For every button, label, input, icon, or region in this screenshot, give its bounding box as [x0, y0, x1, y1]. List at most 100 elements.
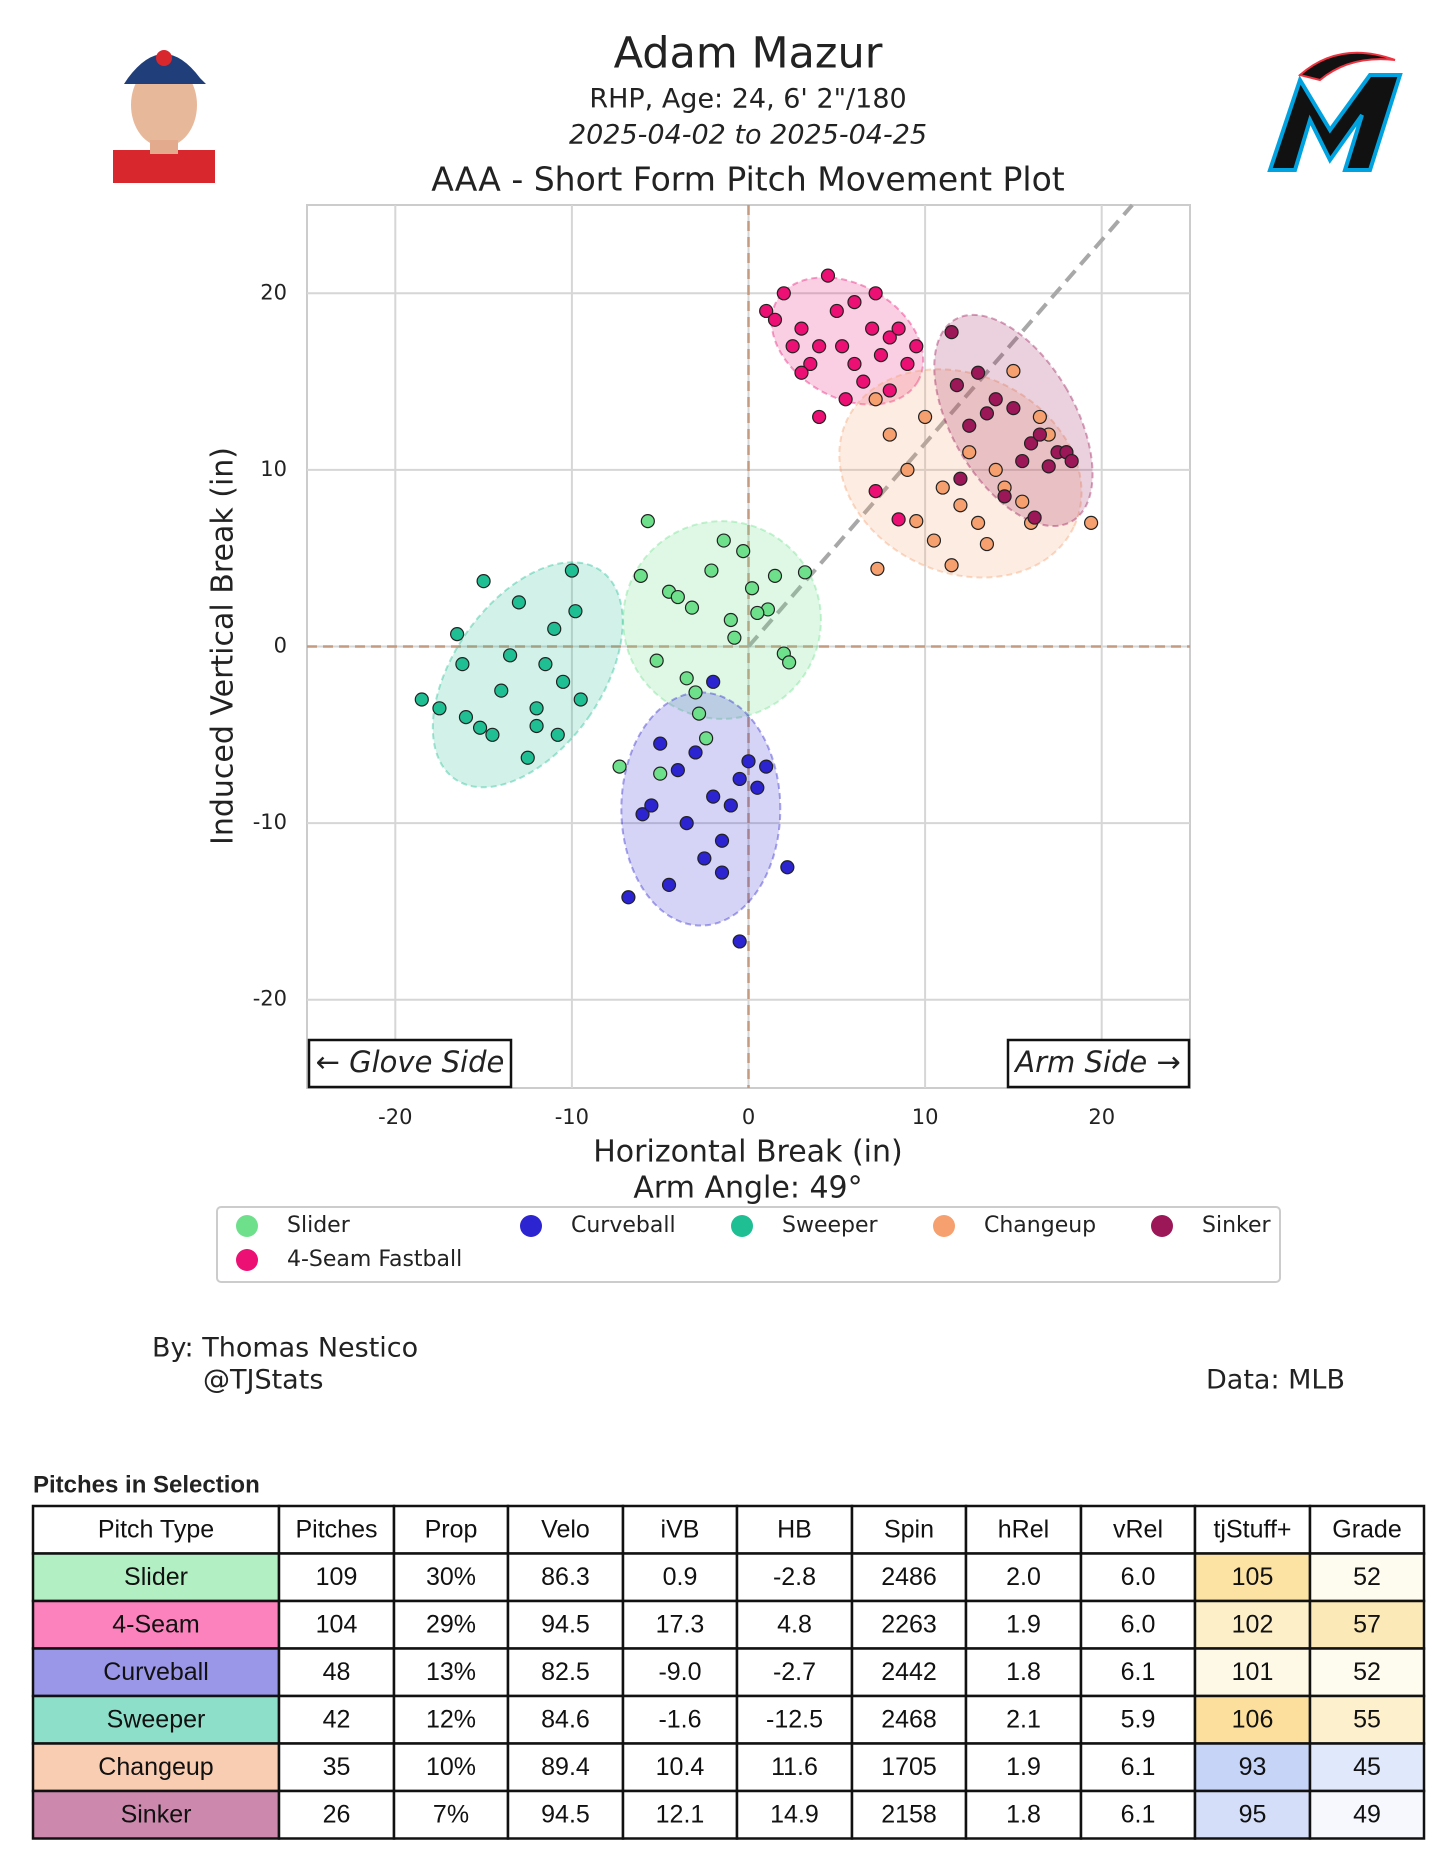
pitch-point — [716, 533, 731, 548]
pitch-point — [794, 321, 809, 336]
table-cell — [506, 1552, 625, 1603]
pitch-point — [640, 514, 655, 529]
ellipse — [623, 521, 821, 719]
table-cell — [1308, 1789, 1426, 1840]
cell-text: 94.5 — [541, 1800, 590, 1828]
pitch-point — [803, 356, 818, 372]
cell-text: 104 — [316, 1610, 358, 1638]
pitch-point — [679, 671, 694, 686]
cell-text: 6.1 — [1121, 1753, 1156, 1781]
pitch-point — [568, 604, 583, 619]
pitch-point — [472, 720, 488, 735]
pitch-point — [926, 533, 942, 548]
cell-text: 7% — [433, 1800, 469, 1828]
x-tick-label: -10 — [555, 1105, 589, 1129]
x-tick-label: 10 — [912, 1105, 939, 1129]
pitch-point — [529, 718, 544, 734]
pitch-point — [812, 339, 827, 354]
cell-text: 49 — [1353, 1800, 1381, 1828]
legend-marker — [236, 1215, 258, 1237]
table-cell — [621, 1742, 739, 1793]
legend-label: Sweeper — [782, 1213, 879, 1238]
cell-text: 106 — [1232, 1705, 1274, 1733]
pitch-point — [714, 865, 730, 880]
pitch-point — [732, 934, 747, 949]
table-cell — [621, 1599, 739, 1650]
pitch-point — [414, 692, 429, 707]
cell-text: 0.9 — [663, 1563, 698, 1591]
pitch-point — [868, 483, 883, 499]
pitch-point — [829, 303, 844, 319]
pitch-point — [1064, 453, 1079, 469]
cell-text: 14.9 — [770, 1800, 819, 1828]
pitch-point — [988, 462, 1003, 477]
cell-text: Sweeper — [107, 1705, 206, 1733]
pitch-point — [962, 418, 977, 433]
pitch-point — [744, 581, 760, 596]
credit-data: Data: MLB — [1206, 1365, 1345, 1396]
pitch-point — [547, 621, 562, 636]
cell-text: Curveball — [103, 1658, 209, 1686]
cell-text: 35 — [323, 1753, 351, 1781]
cell-text: 1.9 — [1006, 1610, 1041, 1638]
table-cell — [1193, 1694, 1312, 1745]
headshot — [113, 50, 215, 183]
pitch-point — [458, 710, 474, 725]
pitch-point — [891, 512, 906, 527]
pitch-point — [538, 657, 553, 672]
table-cell — [964, 1552, 1083, 1603]
table-cell — [621, 1789, 739, 1840]
cell-text: -2.7 — [773, 1658, 816, 1686]
header-label: Spin — [884, 1515, 934, 1543]
pitch-point — [917, 409, 933, 425]
x-tick-label: 0 — [742, 1105, 755, 1129]
cell-text: 109 — [316, 1563, 358, 1591]
subtitle: RHP, Age: 24, 6' 2"/180 — [589, 84, 906, 115]
legend-marker — [520, 1215, 542, 1237]
legend: Slider Curveball Sweeper Changeup Sinker 4-Se… — [236, 1213, 1272, 1272]
table-cell — [735, 1789, 854, 1840]
pitch-point — [670, 589, 685, 605]
pitch-point — [900, 462, 915, 477]
header-cell — [1079, 1504, 1197, 1555]
cell-text: 105 — [1232, 1563, 1274, 1591]
cell-text: 4.8 — [777, 1610, 812, 1638]
pitch-point — [520, 750, 535, 765]
cell-text: 45 — [1353, 1753, 1381, 1781]
pitch-point — [785, 339, 800, 354]
pitch-point — [684, 600, 700, 615]
table-cell — [850, 1789, 968, 1840]
cell-text: -1.6 — [658, 1705, 701, 1733]
cell-text: 84.6 — [541, 1705, 590, 1733]
header-label: hRel — [998, 1515, 1049, 1543]
cell-text: 30% — [426, 1563, 476, 1591]
pitch-point — [838, 392, 853, 407]
pitch-point — [1006, 363, 1021, 379]
pitch-point — [555, 674, 571, 689]
pitch-point — [979, 536, 995, 552]
y-tick-label: -10 — [253, 810, 287, 834]
cell-text: Sinker — [121, 1800, 192, 1828]
points — [414, 268, 1099, 949]
header-cell — [621, 1504, 739, 1555]
header-label: HB — [777, 1515, 812, 1543]
table-cell — [621, 1552, 739, 1603]
table-cell — [1193, 1789, 1312, 1840]
pitch-point — [741, 754, 756, 769]
header-label: Velo — [541, 1515, 590, 1543]
cell-text: -9.0 — [658, 1658, 701, 1686]
pitch-point — [661, 877, 677, 893]
pitch-point — [633, 568, 648, 583]
table-cell — [1079, 1694, 1197, 1745]
pitch-point — [511, 595, 527, 610]
cell-text: 10.4 — [656, 1753, 705, 1781]
cell-text: 102 — [1232, 1610, 1274, 1638]
table-cell — [1079, 1789, 1197, 1840]
cell-text: 57 — [1353, 1610, 1381, 1638]
cell-text: 6.1 — [1121, 1658, 1156, 1686]
header-cell — [1308, 1504, 1426, 1555]
y-tick-label: 0 — [274, 634, 287, 658]
legend-label: Sinker — [1202, 1213, 1272, 1238]
pitch-point — [455, 657, 470, 672]
cell-text: 52 — [1353, 1658, 1381, 1686]
